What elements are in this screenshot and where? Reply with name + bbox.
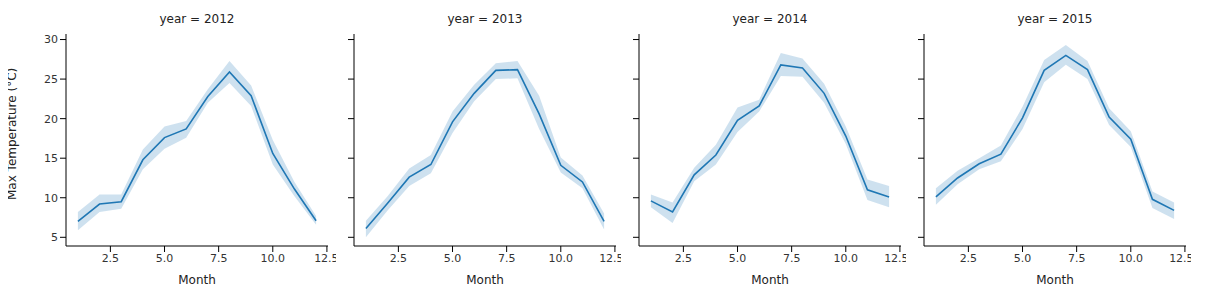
html-text:year = 2014: year = 2014 bbox=[732, 12, 808, 26]
svg-text:7.5: 7.5 bbox=[783, 252, 801, 265]
svg-text:5.0: 5.0 bbox=[156, 252, 174, 265]
html-text:year = 2013: year = 2013 bbox=[447, 12, 523, 26]
svg-text:7.5: 7.5 bbox=[498, 252, 516, 265]
svg-text:5.0: 5.0 bbox=[729, 252, 747, 265]
svg-text:12.5: 12.5 bbox=[314, 252, 336, 265]
svg-text:Month: Month bbox=[466, 273, 504, 287]
svg-text:7.5: 7.5 bbox=[1068, 252, 1086, 265]
svg-text:25: 25 bbox=[44, 73, 58, 86]
svg-text:10: 10 bbox=[44, 192, 58, 205]
svg-text:5.0: 5.0 bbox=[444, 252, 462, 265]
svg-text:10.0: 10.0 bbox=[549, 252, 574, 265]
html-text:year = 2015: year = 2015 bbox=[1017, 12, 1093, 26]
svg-text:Month: Month bbox=[1036, 273, 1074, 287]
svg-text:12.5: 12.5 bbox=[884, 252, 906, 265]
svg-text:Max Temperature (°C): Max Temperature (°C) bbox=[8, 68, 19, 200]
svg-text:10.0: 10.0 bbox=[834, 252, 859, 265]
html-text:year = 2012: year = 2012 bbox=[159, 12, 235, 26]
svg-text:20: 20 bbox=[44, 113, 58, 126]
svg-text:Month: Month bbox=[751, 273, 789, 287]
svg-text:10.0: 10.0 bbox=[261, 252, 286, 265]
svg-text:30: 30 bbox=[44, 33, 58, 46]
svg-text:5: 5 bbox=[51, 231, 58, 244]
svg-text:2.5: 2.5 bbox=[960, 252, 978, 265]
svg-text:5.0: 5.0 bbox=[1014, 252, 1032, 265]
svg-text:12.5: 12.5 bbox=[599, 252, 621, 265]
svg-text:2.5: 2.5 bbox=[390, 252, 408, 265]
svg-text:7.5: 7.5 bbox=[210, 252, 228, 265]
svg-text:15: 15 bbox=[44, 152, 58, 165]
svg-text:2.5: 2.5 bbox=[675, 252, 693, 265]
svg-text:Month: Month bbox=[178, 273, 216, 287]
svg-text:12.5: 12.5 bbox=[1169, 252, 1191, 265]
svg-text:2.5: 2.5 bbox=[102, 252, 120, 265]
svg-text:10.0: 10.0 bbox=[1119, 252, 1144, 265]
